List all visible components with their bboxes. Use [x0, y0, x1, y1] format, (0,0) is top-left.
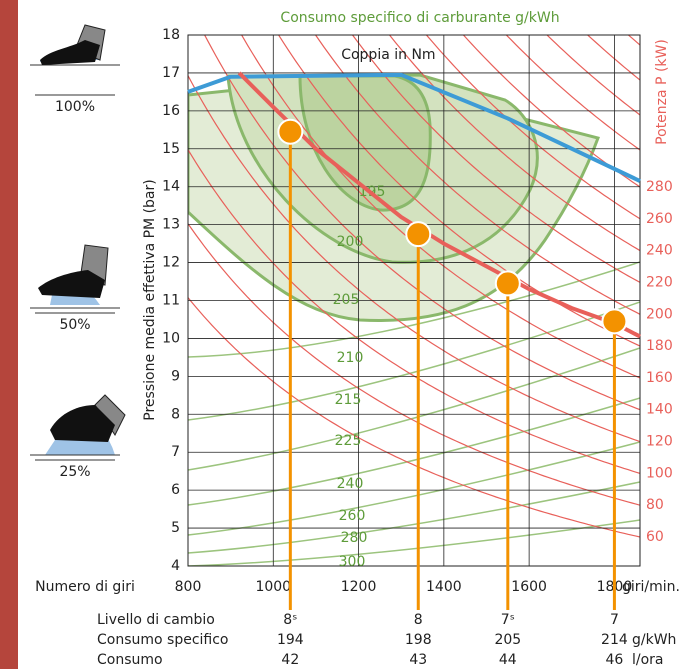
y-tick-label: 16 — [162, 103, 180, 119]
power-line — [425, 35, 640, 220]
y-tick-label: 12 — [162, 255, 180, 271]
x-unit: giri/min. — [622, 579, 680, 595]
y-tick-label: 5 — [171, 520, 180, 536]
y-tick-label: 10 — [162, 330, 180, 346]
y2-tick-label: 140 — [646, 402, 673, 418]
cell: 43 — [409, 652, 427, 668]
row-label: Consumo — [97, 652, 163, 668]
y2-tick-label: 60 — [646, 529, 664, 545]
contour-label: 240 — [337, 476, 364, 492]
contour-label: 205 — [333, 292, 360, 308]
y-tick-label: 14 — [162, 179, 180, 195]
y-tick-label: 15 — [162, 141, 180, 157]
y2-tick-label: 260 — [646, 211, 673, 227]
row-unit: l/ora — [632, 652, 664, 668]
y-tick-label: 4 — [171, 558, 180, 574]
y2-tick-label: 280 — [646, 179, 673, 195]
y-tick-label: 8 — [171, 406, 180, 422]
contour-label: 280 — [341, 530, 368, 546]
y-tick-label: 7 — [171, 444, 180, 460]
x-tick-label: 1400 — [426, 579, 462, 595]
y-tick-label: 17 — [162, 65, 180, 81]
x-tick-label: 800 — [175, 579, 202, 595]
contour-label: 260 — [339, 508, 366, 524]
cell: 198 — [405, 632, 432, 648]
row-label: Livello di cambio — [97, 612, 215, 628]
power-line — [388, 35, 640, 252]
side-strip — [0, 0, 18, 669]
cell: 8 — [414, 612, 423, 628]
pedal-label: 50% — [59, 317, 90, 333]
x-axis-label: Numero di giri — [35, 579, 135, 595]
contour-225 — [188, 347, 640, 471]
power-line — [546, 35, 640, 116]
pedal-icon — [30, 244, 120, 309]
contour-label: 215 — [335, 392, 362, 408]
power-line — [351, 35, 640, 283]
y-tick-label: 6 — [171, 482, 180, 498]
y-tick-label: 18 — [162, 27, 180, 43]
cell: 205 — [494, 632, 521, 648]
cell: 194 — [277, 632, 304, 648]
cell: 42 — [281, 652, 299, 668]
y2-tick-label: 100 — [646, 465, 673, 481]
y2-tick-label: 180 — [646, 338, 673, 354]
y-tick-label: 13 — [162, 217, 180, 233]
y2-tick-label: 240 — [646, 243, 673, 259]
power-line — [188, 297, 640, 538]
contour-260 — [188, 441, 640, 536]
x-tick-label: 1600 — [511, 579, 547, 595]
y-tick-label: 11 — [162, 293, 180, 309]
y2-tick-label: 200 — [646, 306, 673, 322]
cell: 44 — [499, 652, 517, 668]
contour-210 — [188, 261, 640, 358]
row-unit: g/kWh — [632, 632, 676, 648]
cell: 8ˢ — [283, 612, 297, 628]
pedal-icon — [30, 394, 126, 456]
operating-point — [494, 270, 521, 297]
contour-300 — [188, 519, 640, 566]
contour-215 — [188, 301, 640, 421]
y2-tick-label: 160 — [646, 370, 673, 386]
series-line — [187, 72, 641, 183]
y2-axis-label: Potenza P (kW) — [654, 39, 670, 145]
pedal-label: 25% — [59, 464, 90, 480]
operating-point — [601, 308, 628, 335]
power-line — [188, 75, 640, 443]
x-tick-label: 1000 — [255, 579, 291, 595]
power-line — [314, 35, 640, 315]
cell: 7 — [610, 612, 619, 628]
cell: 7ˢ — [501, 612, 515, 628]
pedal-icon — [30, 24, 120, 66]
y-axis-label: Pressione media effettiva PM (bar) — [142, 179, 158, 420]
y2-tick-label: 220 — [646, 274, 673, 290]
power-line — [188, 223, 640, 506]
contour-label: 210 — [337, 350, 364, 366]
x-tick-label: 1200 — [341, 579, 377, 595]
y-tick-label: 9 — [171, 368, 180, 384]
operating-point — [405, 221, 432, 248]
contour-label: 200 — [337, 234, 364, 250]
series-label: Coppia in Nm — [341, 47, 435, 63]
row-label: Consumo specifico — [97, 632, 229, 648]
power-line — [203, 35, 640, 411]
operating-point — [277, 118, 304, 145]
cell: 46 — [606, 652, 624, 668]
contour-label: 225 — [335, 433, 362, 449]
chart-title: Consumo specifico di carburante g/kWh — [280, 10, 559, 26]
cell: 214 — [601, 632, 628, 648]
y2-tick-label: 120 — [646, 434, 673, 450]
power-line — [462, 35, 640, 188]
plot-frame — [187, 34, 641, 567]
contour-195 — [298, 74, 432, 212]
pedal-label: 100% — [55, 99, 95, 115]
contour-label: 300 — [339, 554, 366, 570]
contour-240 — [188, 397, 640, 506]
y2-tick-label: 80 — [646, 497, 664, 513]
power-line — [505, 35, 640, 151]
contour-280 — [188, 481, 640, 554]
